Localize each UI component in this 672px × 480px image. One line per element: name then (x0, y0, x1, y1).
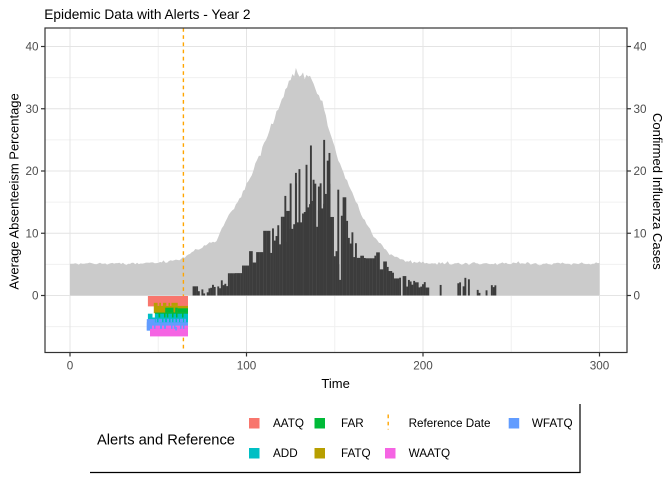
svg-text:200: 200 (413, 359, 433, 372)
svg-text:FAR: FAR (341, 417, 364, 430)
svg-text:WFATQ: WFATQ (532, 417, 573, 430)
svg-text:Alerts and Reference: Alerts and Reference (97, 433, 235, 449)
svg-text:20: 20 (634, 165, 648, 178)
svg-text:Epidemic Data with Alerts - Ye: Epidemic Data with Alerts - Year 2 (44, 7, 250, 22)
svg-text:Confirmed Influenza Cases: Confirmed Influenza Cases (650, 113, 665, 270)
svg-text:100: 100 (237, 359, 257, 372)
svg-text:30: 30 (634, 103, 648, 116)
svg-text:AATQ: AATQ (273, 417, 304, 430)
svg-text:20: 20 (25, 165, 39, 178)
svg-text:0: 0 (634, 290, 641, 303)
svg-text:10: 10 (634, 227, 648, 240)
svg-text:Time: Time (321, 376, 349, 391)
svg-text:Average Absenteeism Percentage: Average Absenteeism Percentage (7, 93, 22, 289)
svg-text:FATQ: FATQ (341, 447, 371, 460)
svg-text:WAATQ: WAATQ (409, 447, 451, 460)
svg-text:300: 300 (590, 359, 610, 372)
svg-text:Reference Date: Reference Date (409, 417, 491, 430)
svg-text:30: 30 (25, 103, 39, 116)
svg-text:0: 0 (32, 290, 39, 303)
svg-text:0: 0 (67, 359, 74, 372)
svg-text:40: 40 (25, 41, 39, 54)
svg-text:ADD: ADD (273, 447, 298, 460)
svg-text:40: 40 (634, 41, 648, 54)
svg-text:10: 10 (25, 227, 39, 240)
